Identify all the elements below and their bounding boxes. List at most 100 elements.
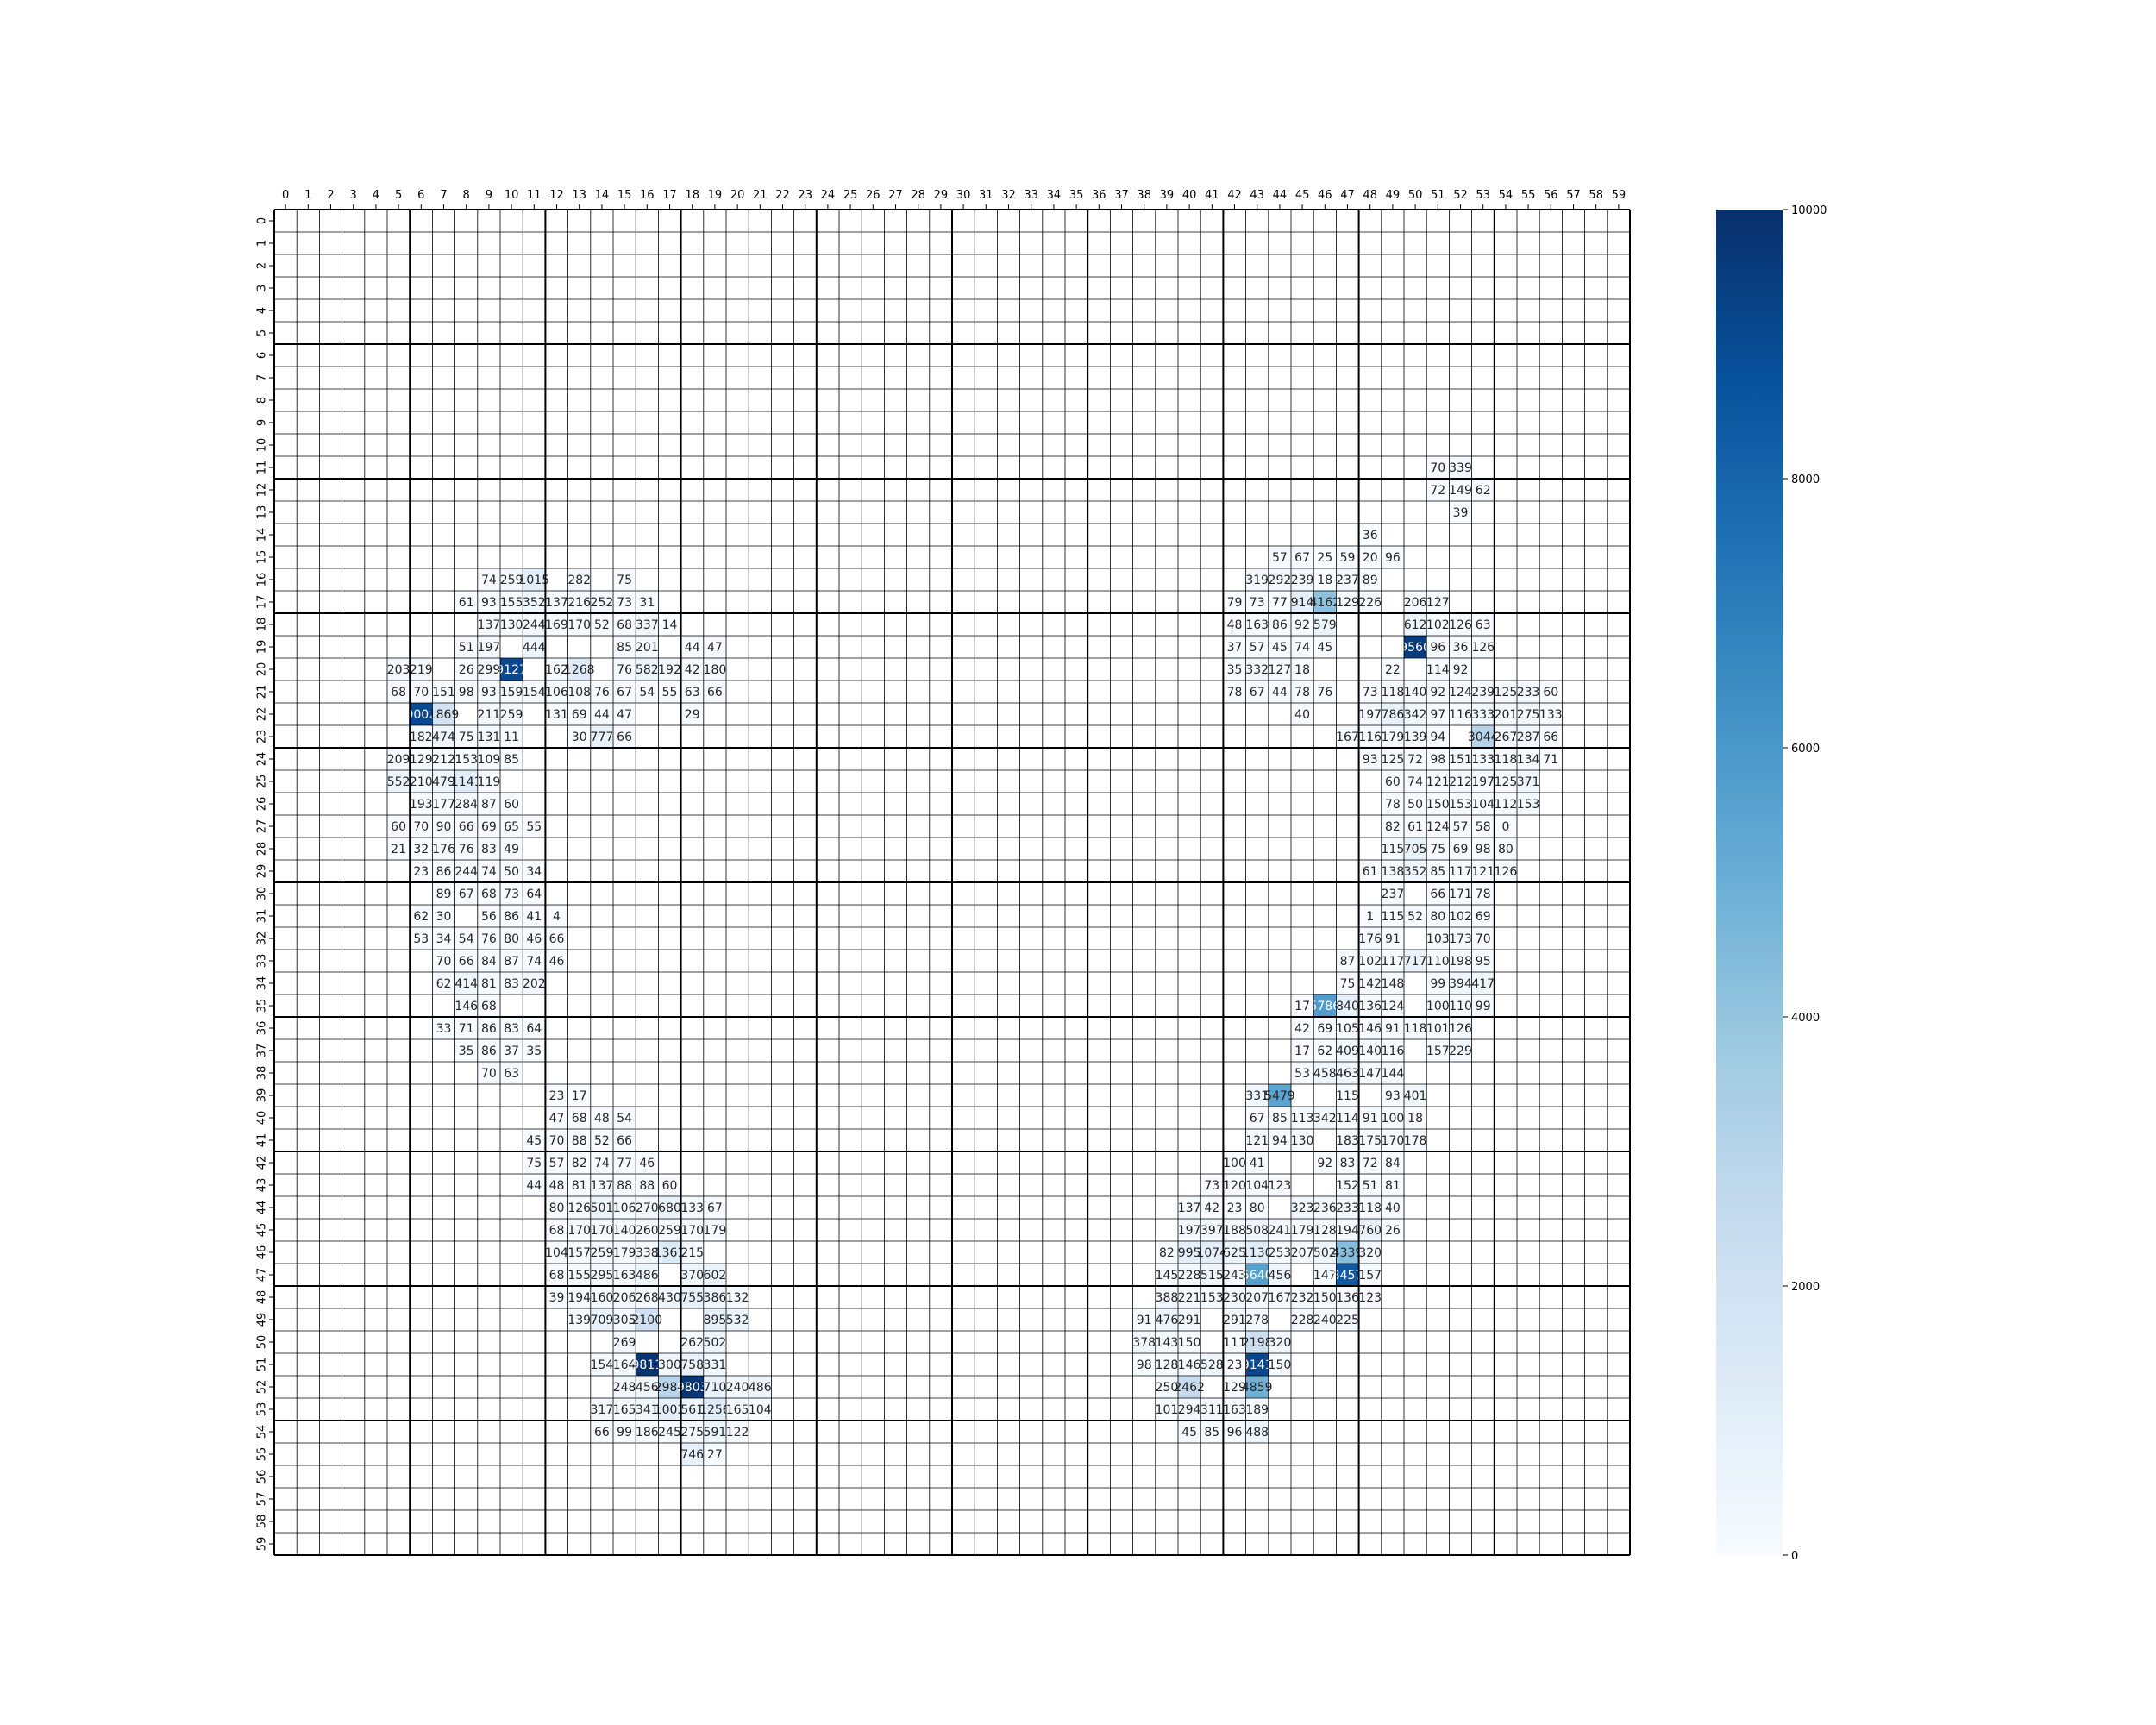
cell-value-label: 474 — [432, 731, 455, 744]
cell-value-label: 93 — [1363, 753, 1378, 767]
cell-value-label: 101 — [1426, 1022, 1450, 1036]
x-tick-label: 45 — [1295, 189, 1310, 202]
heatmap-cell-22-12 — [545, 703, 568, 725]
y-tick-label: 29 — [256, 864, 269, 879]
cell-value-label: 105 — [1336, 1022, 1359, 1036]
heatmap-cell-25-9 — [477, 770, 500, 793]
cell-value-label: 60 — [662, 1179, 678, 1193]
heatmap-cell-29-52 — [1449, 860, 1472, 882]
cell-value-label: 155 — [500, 596, 523, 610]
cell-value-label: 68 — [481, 888, 497, 901]
heatmap-cell-53-20 — [726, 1398, 749, 1421]
heatmap-cell-40-15 — [613, 1107, 636, 1129]
cell-value-label: 62 — [1476, 484, 1491, 498]
heatmap-cell-18-42 — [1223, 613, 1246, 636]
cell-value-label: 80 — [549, 1201, 565, 1215]
heatmap-cell-23-55 — [1517, 725, 1540, 748]
cell-value-label: 98 — [1430, 753, 1445, 767]
cell-value-label: 36 — [1363, 529, 1378, 543]
cell-value-label: 106 — [545, 686, 568, 699]
heatmap-cell-42-49 — [1381, 1151, 1404, 1174]
cell-value-label: 17 — [1294, 1000, 1310, 1013]
cell-value-label: 9002 — [405, 708, 436, 722]
heatmap-cell-16-15 — [613, 568, 636, 591]
heatmap-cell-44-12 — [545, 1196, 568, 1219]
heatmap-cell-42-47 — [1336, 1151, 1359, 1174]
heatmap-cell-18-46 — [1313, 613, 1337, 636]
heatmap-cell-24-53 — [1471, 748, 1495, 770]
heatmap-cell-35-48 — [1358, 994, 1382, 1017]
cell-value-label: 262 — [680, 1336, 704, 1350]
heatmap-cell-15-47 — [1336, 546, 1359, 568]
heatmap-cell-49-45 — [1291, 1308, 1314, 1331]
cell-value-label: 137 — [1178, 1201, 1201, 1215]
cell-value-label: 83 — [504, 977, 519, 991]
heatmap-cell-26-6 — [410, 793, 433, 815]
heatmap-cell-48-39 — [1155, 1286, 1178, 1308]
cell-value-label: 39 — [549, 1291, 565, 1305]
cell-value-label: 259 — [500, 574, 523, 587]
cell-value-label: 401 — [1404, 1089, 1427, 1103]
heatmap-cell-18-43 — [1245, 613, 1269, 636]
cell-value-label: 171 — [1449, 888, 1472, 901]
heatmap-cell-24-6 — [410, 748, 433, 770]
y-tick-label: 40 — [256, 1111, 269, 1126]
cell-value-label: 82 — [1385, 820, 1401, 834]
cell-value-label: 252 — [591, 596, 614, 610]
heatmap-cell-36-8 — [454, 1017, 478, 1039]
cell-value-label: 42 — [1294, 1022, 1310, 1036]
cell-value-label: 233 — [1517, 686, 1540, 699]
heatmap-cell-51-40 — [1178, 1353, 1201, 1376]
cell-value-label: 42 — [1204, 1201, 1219, 1215]
cell-value-label: 34 — [436, 932, 452, 946]
heatmap-cell-24-10 — [500, 748, 523, 770]
heatmap-cell-50-39 — [1155, 1331, 1178, 1353]
y-axis-ticks: 0123456789101112131415161718192021222324… — [256, 217, 274, 1551]
heatmap-cell-47-46 — [1313, 1264, 1337, 1286]
heatmap-cell-42-14 — [590, 1151, 613, 1174]
cell-value-label: 240 — [726, 1381, 749, 1395]
x-tick-label: 54 — [1499, 189, 1514, 202]
cell-value-label: 90 — [436, 820, 452, 834]
cell-value-label: 86 — [504, 910, 519, 924]
cell-value-label: 230 — [1223, 1291, 1246, 1305]
heatmap-cell-46-45 — [1291, 1241, 1314, 1264]
heatmap-cell-23-15 — [613, 725, 636, 748]
cell-value-label: 786 — [1382, 708, 1405, 722]
heatmap-cell-21-45 — [1291, 681, 1314, 703]
cell-value-label: 100 — [1382, 1112, 1405, 1126]
heatmap-cell-42-16 — [636, 1151, 659, 1174]
heatmap-cell-24-50 — [1404, 748, 1427, 770]
heatmap-cell-43-49 — [1381, 1174, 1404, 1196]
heatmap-cell-43-12 — [545, 1174, 568, 1196]
heatmap-cell-48-17 — [658, 1286, 681, 1308]
heatmap-cell-47-19 — [703, 1264, 726, 1286]
y-tick-label: 3 — [256, 285, 269, 292]
cell-value-label: 155 — [567, 1269, 591, 1283]
cell-value-label: 125 — [1382, 753, 1405, 767]
heatmap-cell-24-54 — [1494, 748, 1517, 770]
cell-value-label: 284 — [454, 798, 478, 812]
cell-value-label: 68 — [549, 1269, 565, 1283]
heatmap-cell-45-47 — [1336, 1219, 1359, 1241]
cell-value-label: 476 — [1156, 1314, 1179, 1327]
x-tick-label: 14 — [595, 189, 610, 202]
cell-value-label: 125 — [1495, 686, 1518, 699]
heatmap-cell-29-10 — [500, 860, 523, 882]
heatmap-cell-21-48 — [1358, 681, 1382, 703]
cell-value-label: 92 — [1453, 663, 1469, 677]
heatmap-cell-43-14 — [590, 1174, 613, 1196]
cell-value-label: 75 — [526, 1157, 542, 1170]
heatmap-cell-17-9 — [477, 591, 500, 613]
heatmap-cell-53-21 — [749, 1398, 772, 1421]
cell-value-label: 85 — [1272, 1112, 1288, 1126]
heatmap-cell-38-46 — [1313, 1062, 1337, 1084]
cell-value-label: 115 — [1382, 843, 1405, 856]
y-tick-label: 31 — [256, 909, 269, 924]
heatmap-cell-18-45 — [1291, 613, 1314, 636]
cell-value-label: 52 — [594, 618, 610, 632]
heatmap-cell-31-11 — [523, 905, 546, 927]
cell-value-label: 5786 — [1309, 1000, 1340, 1013]
heatmap-cell-23-50 — [1404, 725, 1427, 748]
cell-value-label: 86 — [481, 1044, 497, 1058]
